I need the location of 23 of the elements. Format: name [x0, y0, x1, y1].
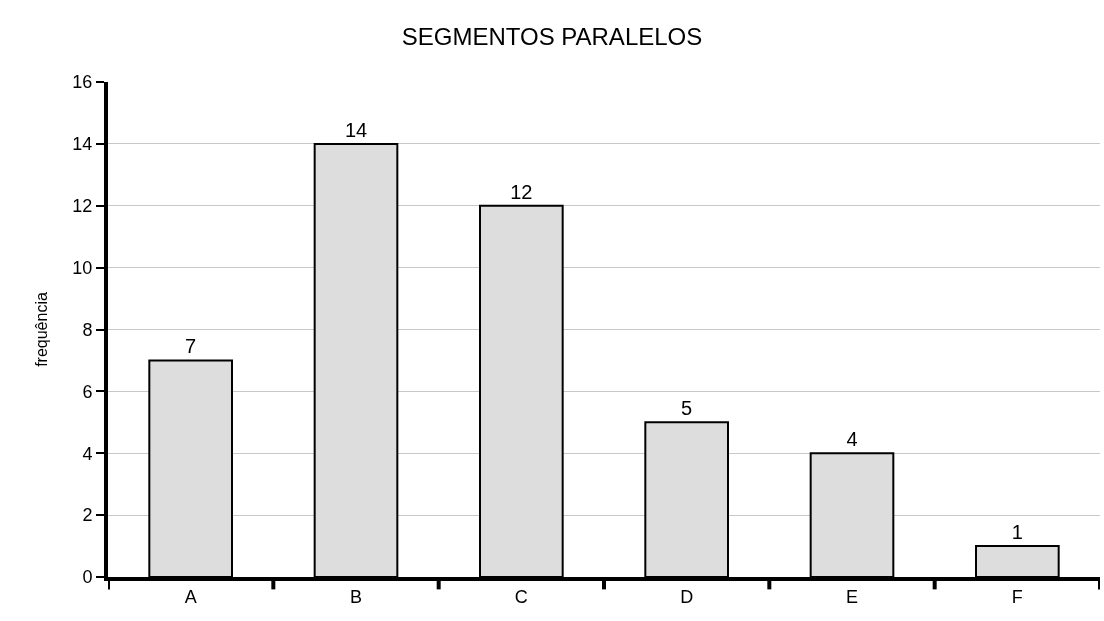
y-tick-label: 8 — [82, 319, 93, 340]
y-tick-label: 4 — [82, 443, 93, 464]
data-label: 14 — [344, 118, 368, 141]
data-label: 12 — [510, 180, 533, 203]
y-tick-label: 10 — [72, 257, 93, 278]
x-tick-label: E — [845, 586, 859, 607]
y-tick-label: 12 — [72, 196, 93, 217]
data-label: 4 — [846, 428, 858, 451]
y-axis-title: frequência — [32, 292, 50, 367]
x-tick-label: D — [680, 586, 694, 607]
data-label: 7 — [185, 335, 197, 358]
y-tick-label: 0 — [82, 567, 93, 588]
x-tick-label: A — [184, 586, 197, 607]
y-tick-label: 14 — [72, 134, 93, 155]
y-tick-label: 16 — [72, 72, 93, 93]
data-label: 5 — [681, 397, 693, 420]
x-tick-label: B — [349, 586, 363, 607]
chart-title: SEGMENTOS PARALELOS — [401, 22, 703, 50]
x-tick-label: C — [514, 586, 528, 607]
data-label: 1 — [1011, 521, 1023, 544]
y-tick-label: 2 — [82, 505, 93, 526]
y-tick-label: 6 — [82, 381, 93, 402]
x-tick-label: F — [1011, 586, 1023, 607]
